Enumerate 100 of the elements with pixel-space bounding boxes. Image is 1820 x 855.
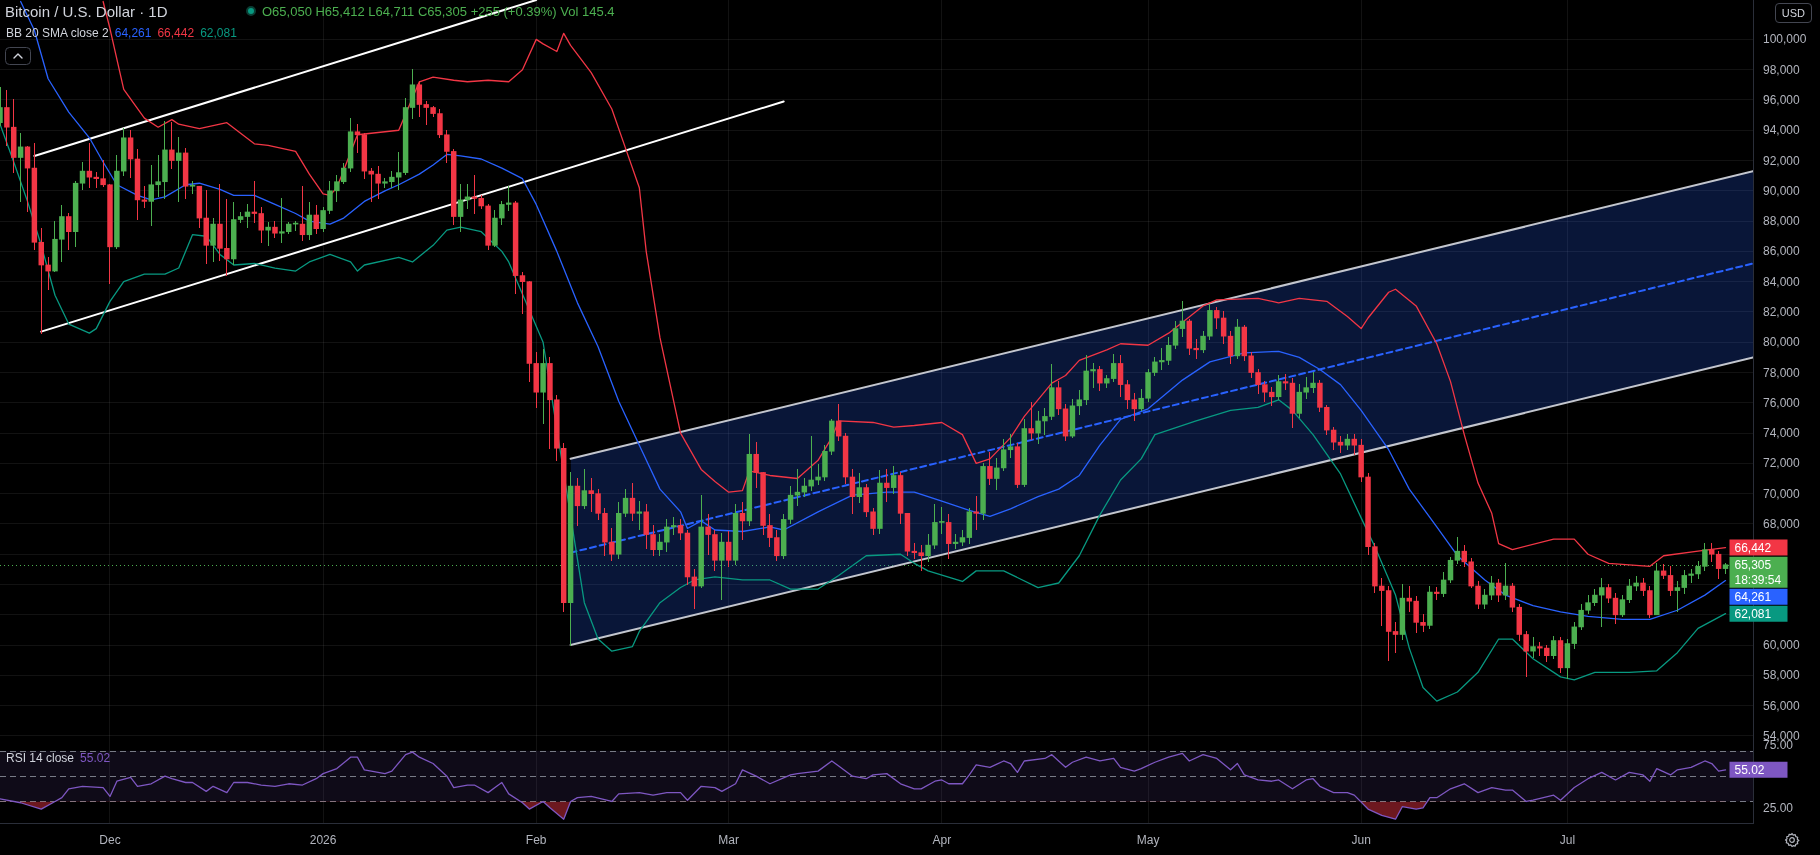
candlestick xyxy=(45,256,51,291)
y-tick-label: 94,000 xyxy=(1763,123,1801,138)
candlestick xyxy=(1097,365,1103,392)
candlestick xyxy=(581,468,588,510)
candlestick xyxy=(1550,635,1557,660)
candlestick xyxy=(1709,542,1715,563)
candlestick xyxy=(1227,330,1234,365)
candlestick xyxy=(1440,571,1447,598)
candlestick xyxy=(815,463,821,486)
candlestick xyxy=(79,161,86,191)
candlestick xyxy=(38,227,44,335)
candlestick xyxy=(1124,379,1131,410)
y-tick-label: 88,000 xyxy=(1763,214,1801,229)
candlestick xyxy=(636,500,643,531)
y-tick-label: 74,000 xyxy=(1763,426,1801,441)
y-tick-label: 58,000 xyxy=(1763,668,1801,683)
x-tick-label: Feb xyxy=(525,832,547,847)
candlestick xyxy=(1619,594,1626,618)
candlestick xyxy=(1035,410,1041,445)
candlestick xyxy=(1475,580,1481,610)
x-tick-label: May xyxy=(1136,832,1160,847)
candlestick xyxy=(574,477,581,527)
x-tick-label: Dec xyxy=(99,832,121,847)
x-tick-label: Jun xyxy=(1351,832,1371,847)
text: 66,442 xyxy=(157,25,195,41)
candlestick xyxy=(664,518,670,553)
candlestick xyxy=(856,472,863,504)
y-tick-label: 92,000 xyxy=(1763,153,1801,168)
y-tick-label: 90,000 xyxy=(1763,183,1801,198)
candlestick xyxy=(1454,536,1461,565)
currency-button: USD xyxy=(1774,3,1812,23)
data-label: 62,081 xyxy=(1734,606,1772,621)
y-tick-label: 96,000 xyxy=(1763,92,1801,107)
candlestick xyxy=(622,488,629,518)
candlestick xyxy=(1275,374,1282,401)
y-tick-label: 70,000 xyxy=(1763,486,1801,501)
candlestick xyxy=(1330,426,1337,451)
candlestick xyxy=(1028,401,1034,441)
candlestick xyxy=(1090,362,1096,389)
y-tick-label: 78,000 xyxy=(1763,365,1801,380)
candlestick xyxy=(925,533,931,563)
candlestick xyxy=(1626,578,1632,604)
candlestick xyxy=(1489,575,1495,601)
candlestick xyxy=(994,457,1000,491)
candlestick xyxy=(210,217,216,263)
candlestick xyxy=(1007,433,1014,459)
candlestick xyxy=(973,495,979,531)
candlestick xyxy=(725,530,732,568)
candlestick xyxy=(1674,580,1681,613)
data-label: 55.02 xyxy=(1734,762,1765,777)
x-tick-label: Mar xyxy=(718,832,740,847)
candlestick xyxy=(657,533,663,557)
candlestick xyxy=(629,482,636,522)
candlestick xyxy=(808,435,814,492)
x-tick-label: Apr xyxy=(932,832,952,847)
text: 62,081 xyxy=(200,25,237,41)
candlestick xyxy=(1117,354,1124,398)
candlestick xyxy=(375,165,381,200)
candlestick xyxy=(1530,636,1536,659)
candlestick xyxy=(306,201,313,241)
series-label: 55.02 xyxy=(80,750,111,766)
candlestick xyxy=(409,68,416,120)
candlestick xyxy=(1715,550,1722,580)
candlestick xyxy=(265,221,271,247)
candlestick xyxy=(354,123,361,154)
candlestick xyxy=(1447,556,1454,584)
candlestick xyxy=(1131,392,1138,422)
x-tick-label: 2026 xyxy=(309,832,337,847)
candlestick xyxy=(890,465,897,495)
y-tick-label: 84,000 xyxy=(1763,274,1801,289)
y-tick-label: 98,000 xyxy=(1763,62,1801,77)
candlestick xyxy=(1482,588,1488,610)
data-label: 66,442 xyxy=(1734,540,1772,555)
data-label: 64,261 xyxy=(1734,589,1772,604)
candlestick xyxy=(127,129,134,179)
candlestick xyxy=(1667,565,1674,597)
candlestick xyxy=(945,513,952,560)
candlestick xyxy=(169,121,175,170)
candlestick xyxy=(794,468,801,507)
candlestick xyxy=(368,167,374,203)
y-tick-label: 80,000 xyxy=(1763,335,1801,350)
candlestick xyxy=(86,142,93,189)
y-tick-label: 82,000 xyxy=(1763,304,1801,319)
candlestick xyxy=(849,468,856,515)
candlestick xyxy=(1055,380,1062,416)
y-tick-label: 100,000 xyxy=(1763,32,1807,47)
candlestick xyxy=(1392,621,1399,654)
candlestick xyxy=(884,468,890,503)
y-tick-label: 56,000 xyxy=(1763,698,1801,713)
y-tick-label: 86,000 xyxy=(1763,244,1801,259)
y-tick-label: 60,000 xyxy=(1763,638,1801,653)
y-tick-label: 68,000 xyxy=(1763,516,1801,531)
text: 64,261 xyxy=(114,25,152,41)
candlestick xyxy=(1172,320,1179,350)
y-tick-label: 25.00 xyxy=(1763,800,1794,815)
ref-line-label: 65,305 18:39:54 xyxy=(1734,557,1782,587)
candlestick xyxy=(519,271,526,315)
candlestick xyxy=(1214,306,1220,330)
legend-title: RSI 14 close xyxy=(6,750,75,766)
candlestick xyxy=(1000,438,1007,472)
